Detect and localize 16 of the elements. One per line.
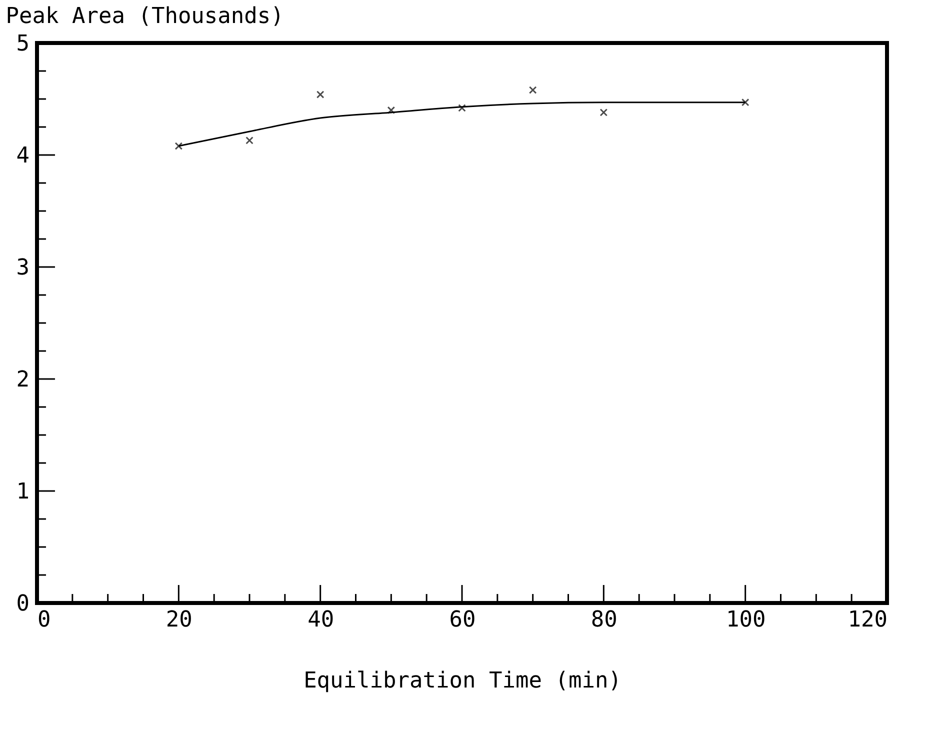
y-tick-label: 1 (16, 480, 30, 504)
x-tick-label: 20 (166, 608, 192, 632)
y-tick-label: 2 (16, 368, 30, 392)
y-tick-label: 4 (16, 144, 30, 168)
line-series (178, 102, 746, 147)
x-axis-title: Equilibration Time (min) (304, 668, 622, 694)
x-tick-label: 120 (848, 608, 888, 632)
x-tick-label: 60 (449, 608, 476, 632)
y-tick-label: 5 (16, 32, 30, 56)
x-tick-label: 80 (590, 608, 618, 632)
y-tick-label: 0 (16, 592, 30, 616)
y-tick-label: 3 (16, 256, 30, 280)
y-axis-title: Peak Area (Thousands) (6, 4, 284, 29)
x-tick-label: 100 (726, 608, 766, 632)
x-tick-label: 40 (308, 608, 334, 632)
x-tick-label: 0 (38, 608, 51, 632)
